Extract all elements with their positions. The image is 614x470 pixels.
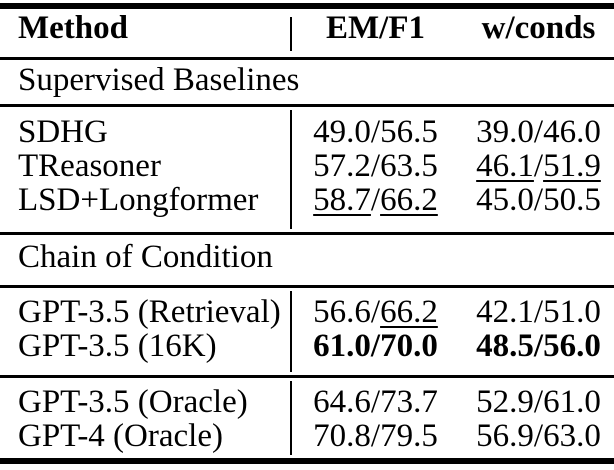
table-row-gpt35-oracle: GPT-3.5 (Oracle) 64.6/73.7 52.9/61.0	[0, 385, 614, 419]
method-cell: GPT-3.5 (Oracle)	[18, 384, 248, 420]
slash: /	[370, 384, 381, 420]
method-cell: TReasoner	[18, 148, 161, 184]
col-header-em-f1: EM/F1	[326, 10, 425, 46]
em-value: 52.9	[476, 384, 534, 420]
wconds-cell: 52.9/61.0	[463, 385, 614, 419]
f1-value: 56.5	[380, 114, 438, 150]
em-value: 42.1	[476, 294, 534, 330]
f1-value: 56.0	[543, 328, 601, 364]
rows-oracle: GPT-3.5 (Oracle) 64.6/73.7 52.9/61.0 GPT…	[0, 378, 614, 458]
wconds-cell: 39.0/46.0	[463, 115, 614, 149]
header-column-divider	[290, 17, 292, 51]
em-f1-cell: 49.0/56.5	[288, 115, 463, 149]
slash: /	[370, 418, 381, 454]
slash: /	[533, 294, 544, 330]
wconds-cell: 42.1/51.0	[463, 295, 614, 329]
header-rule	[0, 57, 614, 60]
f1-value-underlined: 51.9	[543, 148, 601, 184]
method-cell: GPT-4 (Oracle)	[18, 418, 223, 454]
section-rule-3	[0, 285, 614, 288]
method-cell: GPT-3.5 (Retrieval)	[18, 294, 281, 330]
em-f1-cell: 58.7/66.2	[288, 183, 463, 217]
wconds-cell: 56.9/63.0	[463, 419, 614, 453]
column-divider	[290, 291, 292, 372]
f1-value-underlined: 66.2	[380, 182, 438, 218]
rows-supervised-baselines: SDHG 49.0/56.5 39.0/46.0 TReasoner 57.2/…	[0, 107, 614, 232]
f1-value: 46.0	[543, 114, 601, 150]
em-value: 56.6	[313, 294, 371, 330]
f1-value: 63.0	[543, 418, 601, 454]
section-rule-4	[0, 375, 614, 378]
wconds-cell: 45.0/50.5	[463, 183, 614, 217]
column-divider	[290, 110, 292, 229]
f1-value: 79.5	[380, 418, 438, 454]
wconds-cell: 46.1/51.9	[463, 149, 614, 183]
em-value: 57.2	[313, 148, 371, 184]
slash: /	[370, 328, 381, 364]
slash: /	[370, 294, 381, 330]
slash: /	[533, 148, 544, 184]
table-row-lsd-longformer: LSD+Longformer 58.7/66.2 45.0/50.5	[0, 183, 614, 217]
header-row: Method EM/F1 w/conds	[0, 9, 614, 57]
em-f1-cell: 56.6/66.2	[288, 295, 463, 329]
table-row-sdhg: SDHG 49.0/56.5 39.0/46.0	[0, 115, 614, 149]
em-value: 56.9	[476, 418, 534, 454]
em-value: 48.5	[476, 328, 534, 364]
table-row-treasoner: TReasoner 57.2/63.5 46.1/51.9	[0, 149, 614, 183]
method-cell: GPT-3.5 (16K)	[18, 328, 217, 364]
table-row-gpt4-oracle: GPT-4 (Oracle) 70.8/79.5 56.9/63.0	[0, 419, 614, 453]
f1-value: 50.5	[543, 182, 601, 218]
slash: /	[533, 182, 544, 218]
em-value: 49.0	[313, 114, 371, 150]
top-rule	[0, 3, 614, 9]
em-value: 64.6	[313, 384, 371, 420]
em-f1-cell: 70.8/79.5	[288, 419, 463, 453]
em-value: 70.8	[313, 418, 371, 454]
em-f1-cell: 57.2/63.5	[288, 149, 463, 183]
section-label-supervised-baselines: Supervised Baselines	[18, 62, 300, 98]
em-value: 45.0	[476, 182, 534, 218]
section-rule-2	[0, 232, 614, 235]
method-cell: LSD+Longformer	[18, 182, 259, 218]
f1-value: 51.0	[543, 294, 601, 330]
slash: /	[370, 148, 381, 184]
slash: /	[533, 328, 544, 364]
slash: /	[370, 114, 381, 150]
col-header-method: Method	[18, 10, 128, 46]
f1-value-underlined: 66.2	[380, 294, 438, 330]
slash: /	[533, 114, 544, 150]
column-divider	[290, 381, 292, 455]
wconds-cell-bold: 48.5/56.0	[463, 329, 614, 363]
f1-value: 63.5	[380, 148, 438, 184]
slash: /	[533, 384, 544, 420]
f1-value: 61.0	[543, 384, 601, 420]
em-value-underlined: 58.7	[313, 182, 371, 218]
f1-value: 73.7	[380, 384, 438, 420]
slash: /	[370, 182, 381, 218]
em-f1-cell-bold: 61.0/70.0	[288, 329, 463, 363]
f1-value: 70.0	[380, 328, 438, 364]
em-value: 61.0	[313, 328, 371, 364]
rows-chain-of-condition: GPT-3.5 (Retrieval) 56.6/66.2 42.1/51.0 …	[0, 288, 614, 375]
em-value-underlined: 46.1	[476, 148, 534, 184]
em-value: 39.0	[476, 114, 534, 150]
section-label-chain-of-condition: Chain of Condition	[18, 239, 273, 275]
col-header-wconds: w/conds	[481, 10, 596, 46]
bottom-rule	[0, 458, 614, 464]
slash: /	[533, 418, 544, 454]
method-cell: SDHG	[18, 114, 108, 150]
table-row-gpt35-16k: GPT-3.5 (16K) 61.0/70.0 48.5/56.0	[0, 329, 614, 363]
em-f1-cell: 64.6/73.7	[288, 385, 463, 419]
table-row-gpt35-retrieval: GPT-3.5 (Retrieval) 56.6/66.2 42.1/51.0	[0, 295, 614, 329]
section-rule-1	[0, 104, 614, 107]
